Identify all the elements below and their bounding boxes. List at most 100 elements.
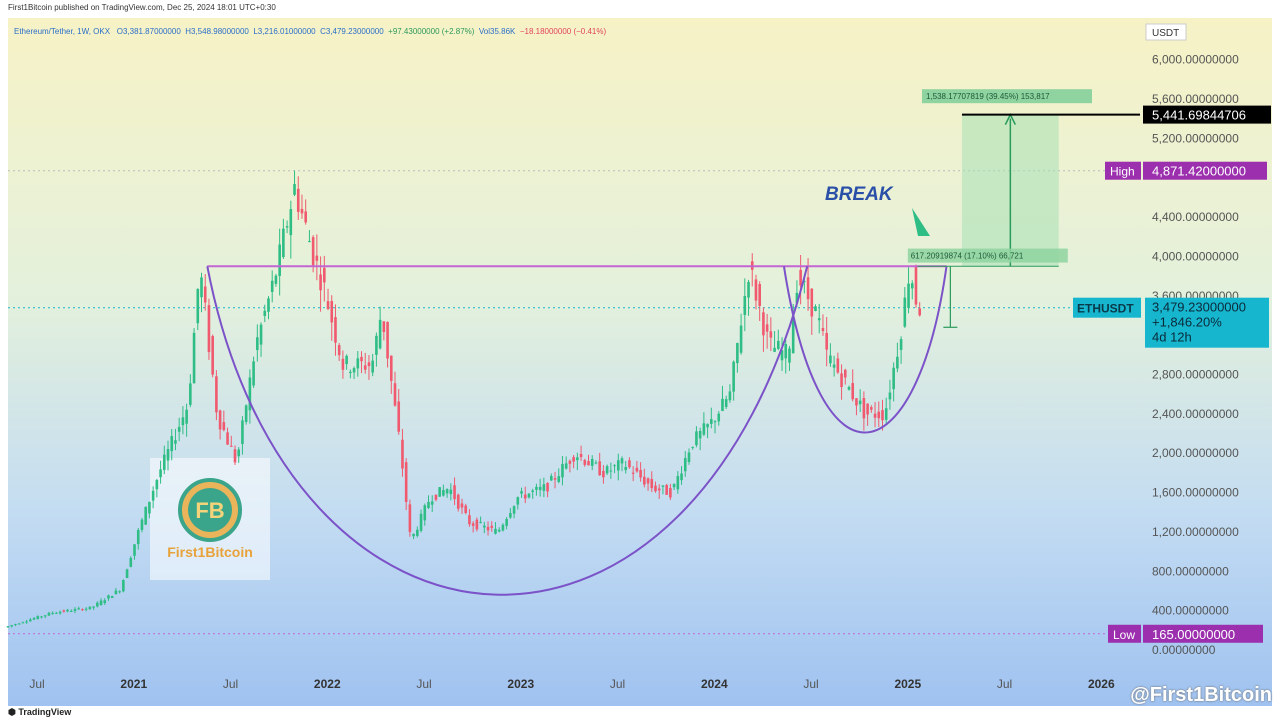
candle-body bbox=[512, 506, 516, 514]
candle-body bbox=[274, 275, 278, 284]
candle-body bbox=[140, 519, 144, 530]
candle-body bbox=[427, 501, 430, 509]
candle-body bbox=[628, 460, 631, 468]
target-price-badge-text: 5,441.69844706 bbox=[1152, 108, 1246, 123]
candle-body bbox=[282, 228, 285, 258]
candles bbox=[6, 170, 922, 628]
candle-body bbox=[244, 405, 248, 423]
candle-body bbox=[330, 300, 334, 323]
symbol-label-bg bbox=[1073, 297, 1141, 318]
y-tick-label: 2,400.00000000 bbox=[1152, 407, 1239, 421]
symbol-line: Ethereum/Tether, 1W, OKX bbox=[14, 27, 111, 36]
candle-body bbox=[494, 528, 497, 534]
candle-body bbox=[531, 490, 534, 492]
candle-body bbox=[553, 478, 557, 480]
small-label-text: 617.20919874 (17.10%) 66,721 bbox=[911, 252, 1024, 261]
y-tick-label: 4,000.00000000 bbox=[1152, 249, 1239, 263]
candle-body bbox=[389, 355, 393, 381]
candle-body bbox=[523, 494, 527, 499]
candle-body bbox=[207, 305, 211, 353]
low-value-badge-text: 165.00000000 bbox=[1152, 627, 1235, 642]
candle-body bbox=[110, 595, 114, 598]
candle-body bbox=[259, 324, 263, 345]
candle-body bbox=[300, 208, 304, 214]
candle-body bbox=[646, 478, 650, 484]
x-tick-label: Jul bbox=[610, 677, 625, 691]
candle-body bbox=[442, 489, 445, 496]
candle-body bbox=[851, 383, 855, 400]
candle-body bbox=[144, 506, 147, 525]
candle-body bbox=[706, 424, 709, 428]
candle-body bbox=[285, 226, 289, 228]
candle-body bbox=[840, 373, 843, 388]
candle-body bbox=[624, 466, 628, 471]
candle-body bbox=[326, 301, 330, 309]
candle-body bbox=[356, 358, 360, 369]
candle-body bbox=[509, 513, 512, 518]
candle-body bbox=[550, 475, 553, 481]
x-tick-label: Jul bbox=[997, 677, 1012, 691]
candle-body bbox=[732, 361, 735, 392]
candle-body bbox=[858, 400, 862, 405]
y-tick-label: 2,800.00000000 bbox=[1152, 368, 1239, 382]
candle-body bbox=[125, 569, 129, 579]
candle-body bbox=[215, 376, 218, 413]
candle-body bbox=[229, 445, 233, 447]
last-price-badge-bg bbox=[1145, 297, 1269, 348]
price-badges: USDT 5,441.69844706 High 4,871.42000000 Low 1… bbox=[1073, 23, 1271, 643]
candle-body bbox=[62, 610, 66, 612]
candle-body bbox=[542, 484, 546, 491]
candle-body bbox=[620, 458, 624, 464]
candle-body bbox=[747, 281, 750, 298]
candle-body bbox=[527, 493, 531, 498]
candle-body bbox=[256, 337, 259, 351]
overlays: 1,538.17707819 (39.45%) 153,817 617.20919… bbox=[206, 89, 1140, 596]
candle-body bbox=[724, 399, 728, 407]
candle-body bbox=[408, 504, 412, 532]
y-tick-label: 2,000.00000000 bbox=[1152, 446, 1239, 460]
candle-body bbox=[691, 446, 695, 448]
candle-body bbox=[360, 356, 363, 362]
y-tick-label: 4,400.00000000 bbox=[1152, 210, 1239, 224]
tradingview-logo[interactable]: ⬢ TradingView bbox=[8, 707, 71, 718]
candle-body bbox=[267, 298, 270, 312]
candle-body bbox=[665, 485, 668, 495]
x-tick-label: 2026 bbox=[1088, 677, 1115, 691]
candle-body bbox=[430, 501, 434, 505]
watermark-logo: FB First1Bitcoin bbox=[150, 458, 270, 580]
candle-body bbox=[233, 449, 237, 463]
ohlc-open: O3,381.87000000 bbox=[116, 27, 181, 36]
candle-body bbox=[456, 494, 460, 509]
candle-body bbox=[795, 292, 799, 304]
candle-body bbox=[84, 608, 88, 610]
candle-body bbox=[516, 497, 520, 505]
candle-body bbox=[162, 454, 166, 470]
high-label-bg bbox=[1105, 161, 1141, 180]
candle-body bbox=[598, 461, 601, 476]
candle-body bbox=[538, 486, 542, 491]
candle-body bbox=[29, 619, 32, 622]
candle-body bbox=[896, 356, 899, 369]
candle-body bbox=[337, 345, 341, 356]
candle-body bbox=[148, 501, 151, 514]
ohlc-volume-change: −18.18000000 (−0.41%) bbox=[519, 27, 607, 36]
candle-body bbox=[69, 610, 73, 612]
candle-body bbox=[438, 487, 441, 497]
candle-body bbox=[743, 295, 747, 315]
bitcoin-logo-icon: FB bbox=[178, 478, 242, 542]
candle-body bbox=[92, 606, 95, 608]
currency-badge-bg bbox=[1145, 23, 1187, 41]
x-tick-label: Jul bbox=[29, 677, 44, 691]
target-label-bg bbox=[921, 89, 1092, 104]
candle-body bbox=[546, 483, 549, 492]
candle-body bbox=[825, 332, 828, 350]
candle-body bbox=[270, 280, 274, 292]
candle-body bbox=[829, 355, 832, 364]
candle-body bbox=[501, 524, 505, 531]
candle-body bbox=[226, 432, 229, 445]
candle-body bbox=[680, 473, 683, 481]
candle-body bbox=[695, 431, 698, 446]
candle-body bbox=[643, 476, 646, 485]
candle-body bbox=[881, 410, 884, 421]
